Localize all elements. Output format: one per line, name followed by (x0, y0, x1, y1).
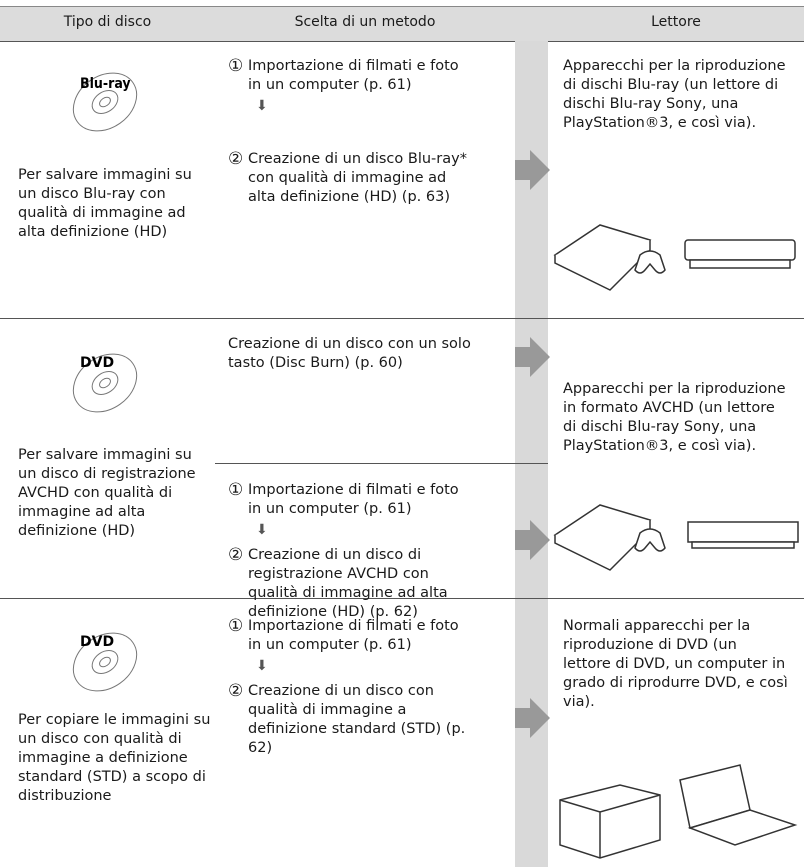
step-marker: ② (228, 681, 244, 701)
description: Per copiare le immagini su un disco con … (18, 712, 211, 804)
devices (553, 224, 799, 859)
step-text: Creazione di un disco Blu-ray* con quali… (248, 151, 467, 205)
step-text: Creazione di un disco di registrazione A… (248, 547, 448, 620)
row-separator (0, 598, 804, 599)
down-arrow: ⬇ (256, 658, 268, 674)
header-cell: Lettore (651, 14, 701, 30)
step-text: Creazione di un disco con qualità di imm… (248, 683, 466, 756)
description: Per salvare immagini su un disco di regi… (18, 447, 196, 539)
option-separator (215, 463, 548, 464)
header-cell: Tipo di disco (63, 14, 152, 30)
arrows (515, 150, 550, 738)
player: Apparecchi per la riproduzione in format… (563, 381, 786, 454)
step-marker: ② (228, 149, 244, 169)
down-arrow: ⬇ (256, 98, 268, 114)
header-cell: Scelta di un metodo (294, 14, 436, 30)
step-text: Importazione di filmati e foto in un com… (248, 482, 459, 517)
step-marker: ① (228, 480, 244, 500)
header-bar (0, 6, 804, 42)
step-marker: ① (228, 616, 244, 636)
disc-icons (72, 72, 138, 692)
step-text: Importazione di filmati e foto in un com… (248, 618, 459, 653)
player: Normali apparecchi per la riproduzione d… (563, 618, 788, 710)
option-text: Creazione di un disco con un solo tasto … (228, 336, 471, 371)
disc-label: DVD (80, 634, 114, 650)
disc-label: DVD (80, 355, 114, 371)
row-separator (0, 318, 804, 319)
step-text: Importazione di filmati e foto in un com… (248, 58, 459, 93)
player: Apparecchi per la riproduzione di dischi… (563, 58, 786, 131)
down-arrow: ⬇ (256, 522, 268, 538)
step-marker: ② (228, 545, 244, 565)
disc-label: Blu-ray (80, 76, 131, 92)
description: Per salvare immagini su un disco Blu-ray… (18, 167, 192, 240)
step-marker: ① (228, 56, 244, 76)
